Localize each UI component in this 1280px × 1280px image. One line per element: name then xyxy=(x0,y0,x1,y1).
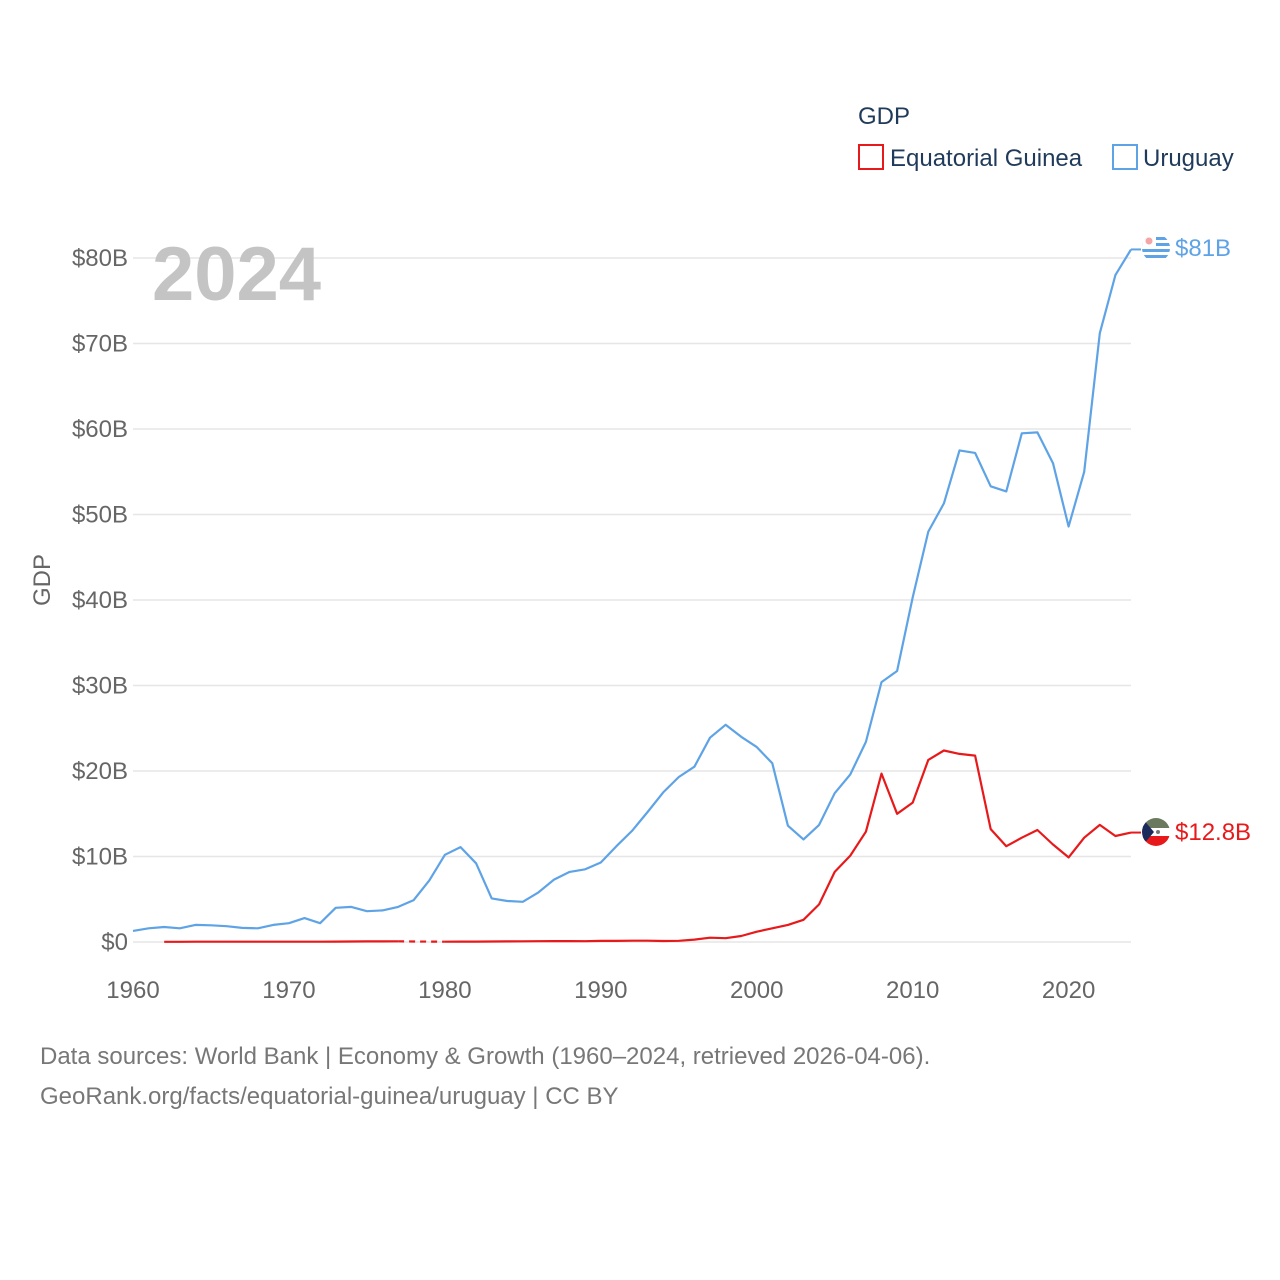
equatorial-guinea-flag-icon xyxy=(1142,818,1170,846)
footer-attribution[interactable]: GeoRank.org/facts/equatorial-guinea/urug… xyxy=(40,1083,619,1110)
x-tick-label: 1960 xyxy=(106,977,159,1004)
x-tick-label: 1970 xyxy=(262,977,315,1004)
y-tick-label: $0 xyxy=(101,929,128,956)
x-tick-label: 1990 xyxy=(574,977,627,1004)
end-label-equatorial-guinea: $12.8B xyxy=(1175,819,1251,846)
y-axis-title: GDP xyxy=(29,554,56,606)
legend-swatch-equatorial-guinea xyxy=(858,144,884,170)
y-tick-label: $40B xyxy=(72,587,128,614)
y-tick-label: $30B xyxy=(72,673,128,700)
uruguay-flag-icon xyxy=(1142,234,1170,262)
y-tick-label: $70B xyxy=(72,331,128,358)
y-tick-label: $80B xyxy=(72,245,128,272)
y-tick-label: $60B xyxy=(72,416,128,443)
gridlines xyxy=(133,257,1131,943)
legend: GDP Equatorial Guinea Uruguay xyxy=(858,103,1234,172)
legend-item-uruguay[interactable]: Uruguay xyxy=(1112,144,1234,172)
legend-label-equatorial-guinea: Equatorial Guinea xyxy=(890,145,1083,172)
series-lines xyxy=(132,248,1141,943)
y-tick-label: $20B xyxy=(72,758,128,785)
legend-swatch-uruguay xyxy=(1112,144,1138,170)
year-label: 2024 xyxy=(152,232,321,317)
legend-title: GDP xyxy=(858,103,910,130)
y-axis-ticks: $0 $10B $20B $30B $40B $50B $60B $70B $80B xyxy=(72,245,128,956)
legend-item-equatorial-guinea[interactable]: Equatorial Guinea xyxy=(858,144,1083,172)
x-tick-label: 2020 xyxy=(1042,977,1095,1004)
y-tick-label: $50B xyxy=(72,502,128,529)
legend-label-uruguay: Uruguay xyxy=(1143,145,1234,172)
x-tick-label: 2010 xyxy=(886,977,939,1004)
y-tick-label: $10B xyxy=(72,844,128,871)
series-line-equatorial-guinea[interactable] xyxy=(164,749,1132,943)
end-label-uruguay: $81B xyxy=(1175,235,1231,262)
x-tick-label: 1980 xyxy=(418,977,471,1004)
x-axis-ticks: 1960 1970 1980 1990 2000 2010 2020 xyxy=(106,977,1095,1004)
series-line-uruguay[interactable] xyxy=(132,248,1132,932)
x-tick-label: 2000 xyxy=(730,977,783,1004)
footer-sources: Data sources: World Bank | Economy & Gro… xyxy=(40,1043,931,1070)
